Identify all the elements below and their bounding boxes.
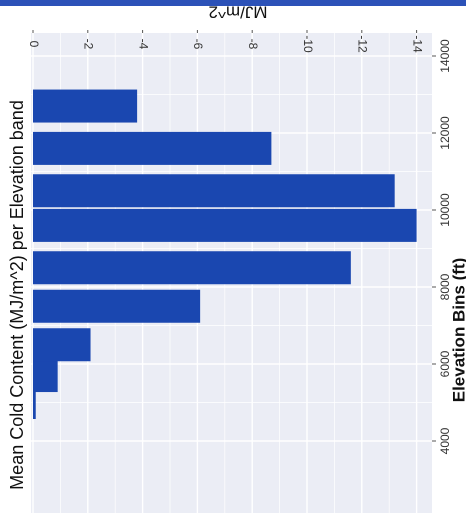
- value-tick-label: -12: [356, 35, 370, 53]
- blue-frame-top: [0, 0, 466, 6]
- bar-6500: [33, 328, 91, 362]
- bar-7500: [33, 289, 201, 323]
- elevation-tick-label: 10000: [438, 193, 452, 227]
- bar-11600: [33, 131, 272, 165]
- bar-5700: [33, 359, 58, 393]
- y-axis-title: MJ/m^2: [209, 3, 268, 22]
- x-axis-title: Elevation Bins (ft): [449, 258, 466, 403]
- value-tick-label: -10: [301, 35, 315, 53]
- elevation-tick-label: 4000: [438, 427, 452, 454]
- bar-5000: [33, 386, 36, 419]
- value-tick-label: 0: [27, 41, 41, 48]
- elevation-tick-label: 8000: [438, 273, 452, 300]
- value-tick-labels: 0 -2 -4 -6 -8 -10 -12 -14: [27, 30, 424, 53]
- bars: [33, 89, 417, 419]
- bar-8500: [33, 251, 351, 285]
- elevation-tick-label: 14000: [438, 39, 452, 73]
- bar-9600: [33, 208, 417, 242]
- bar-12700: [33, 89, 138, 123]
- elevation-tick-label: 12000: [438, 116, 452, 150]
- value-tick-label: -2: [82, 39, 96, 50]
- value-tick-label: -6: [191, 39, 205, 50]
- value-tick-label: -4: [136, 39, 150, 50]
- elevation-tick-labels: 4000 6000 8000 10000 12000 14000: [432, 39, 452, 454]
- value-tick-label: -14: [410, 35, 424, 53]
- bar-10500: [33, 174, 395, 208]
- elevation-tick-label: 6000: [438, 350, 452, 377]
- chart-title: Mean Cold Content (MJ/m^2) per Elevation…: [7, 100, 27, 490]
- value-tick-label: -8: [246, 39, 260, 50]
